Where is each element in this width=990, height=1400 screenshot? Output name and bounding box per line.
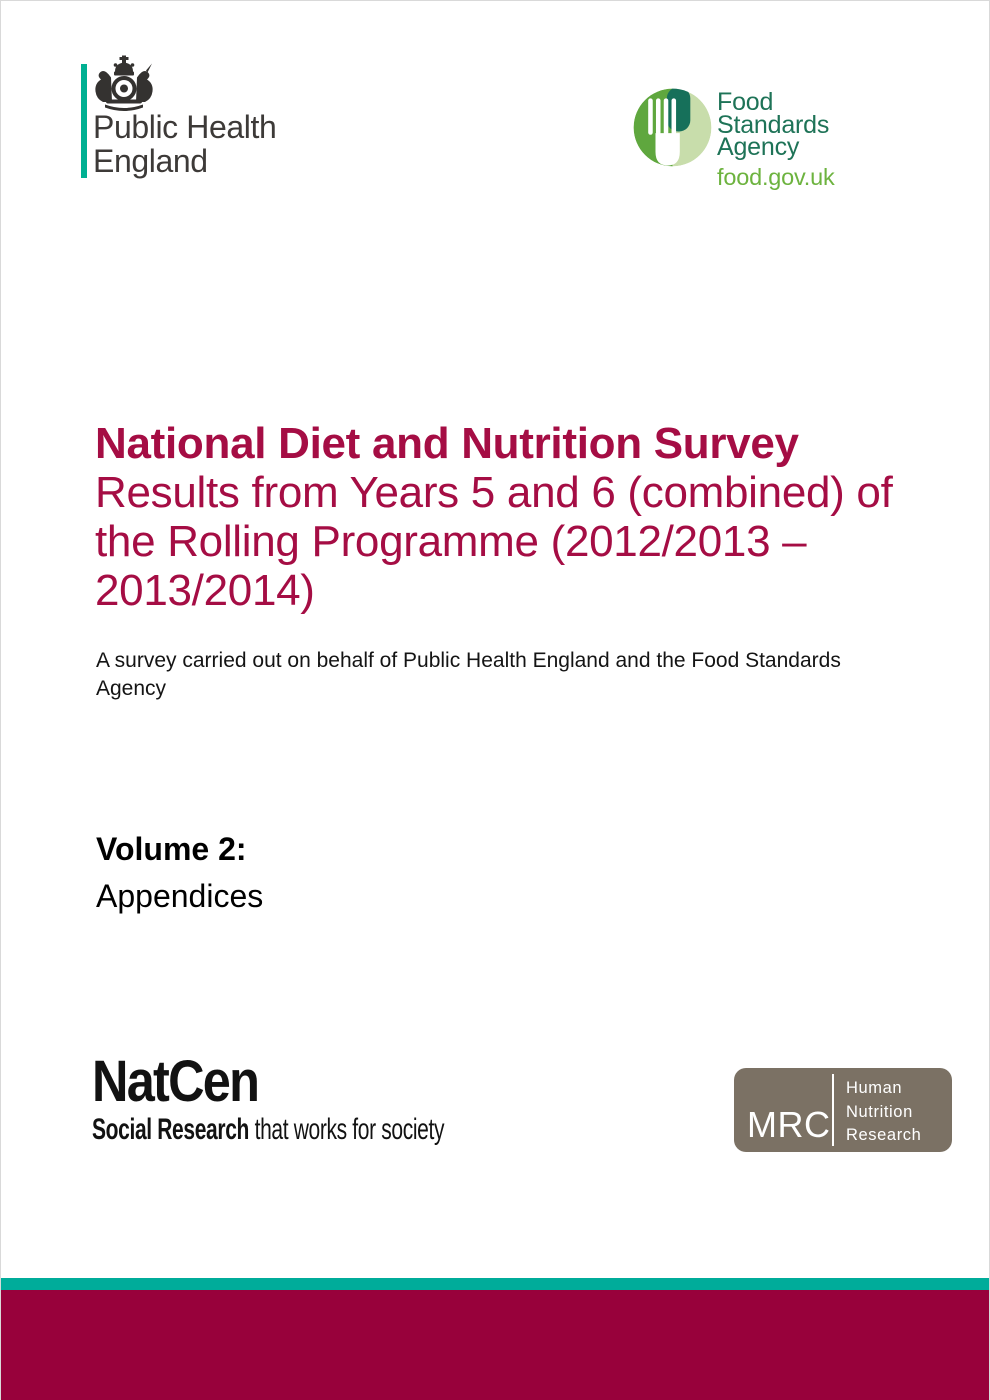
mrc-logo: MRC Human Nutrition Research (734, 1068, 952, 1152)
mrc-unit-name: Human Nutrition Research (846, 1077, 921, 1148)
fsa-line1: Food (717, 88, 774, 116)
fsa-line3: Agency (717, 133, 800, 161)
natcen-wordmark: NatCen (92, 1049, 260, 1114)
royal-crest-icon (95, 55, 153, 111)
mrc-line3: Research (846, 1126, 922, 1144)
report-subtitle: A survey carried out on behalf of Public… (96, 647, 841, 703)
title-line2: Results from Years 5 and 6 (combined) of (95, 468, 893, 517)
phe-teal-bar (81, 64, 87, 178)
mrc-line2: Nutrition (846, 1102, 913, 1121)
mrc-divider (832, 1074, 834, 1146)
fsa-wordmark: Food Standards Agency food.gov.uk (717, 88, 835, 190)
title-line4: 2013/2014) (95, 566, 315, 615)
volume-block: Volume 2: Appendices (96, 831, 263, 914)
natcen-tagline-bold: Social Research (92, 1113, 250, 1146)
phe-wordmark: Public Health England (93, 109, 277, 179)
fsa-fork-circle-icon (633, 88, 712, 167)
report-title: National Diet and Nutrition Survey Resul… (95, 419, 935, 615)
volume-name: Appendices (96, 878, 264, 914)
phe-line1: Public Health (93, 109, 277, 145)
mrc-line1: Human (846, 1079, 903, 1097)
natcen-tagline: Social Research that works for society (92, 1115, 444, 1145)
subtitle-line2: Agency (96, 677, 167, 700)
fsa-line2: Standards (717, 110, 830, 139)
mrc-abbr: MRC (747, 1104, 831, 1145)
phe-line2: England (93, 143, 208, 179)
natcen-logo: NatCen Social Research that works for soc… (92, 1049, 595, 1145)
subtitle-line1: A survey carried out on behalf of Public… (96, 649, 841, 672)
fsa-url: food.gov.uk (717, 163, 835, 190)
title-line3: the Rolling Programme (2012/2013 – (95, 517, 807, 566)
footer-maroon-band (1, 1290, 989, 1400)
title-line1: National Diet and Nutrition Survey (95, 419, 799, 468)
footer-teal-stripe (1, 1278, 989, 1290)
volume-label: Volume 2: (96, 831, 247, 867)
natcen-tagline-rest: that works for society (254, 1113, 445, 1146)
